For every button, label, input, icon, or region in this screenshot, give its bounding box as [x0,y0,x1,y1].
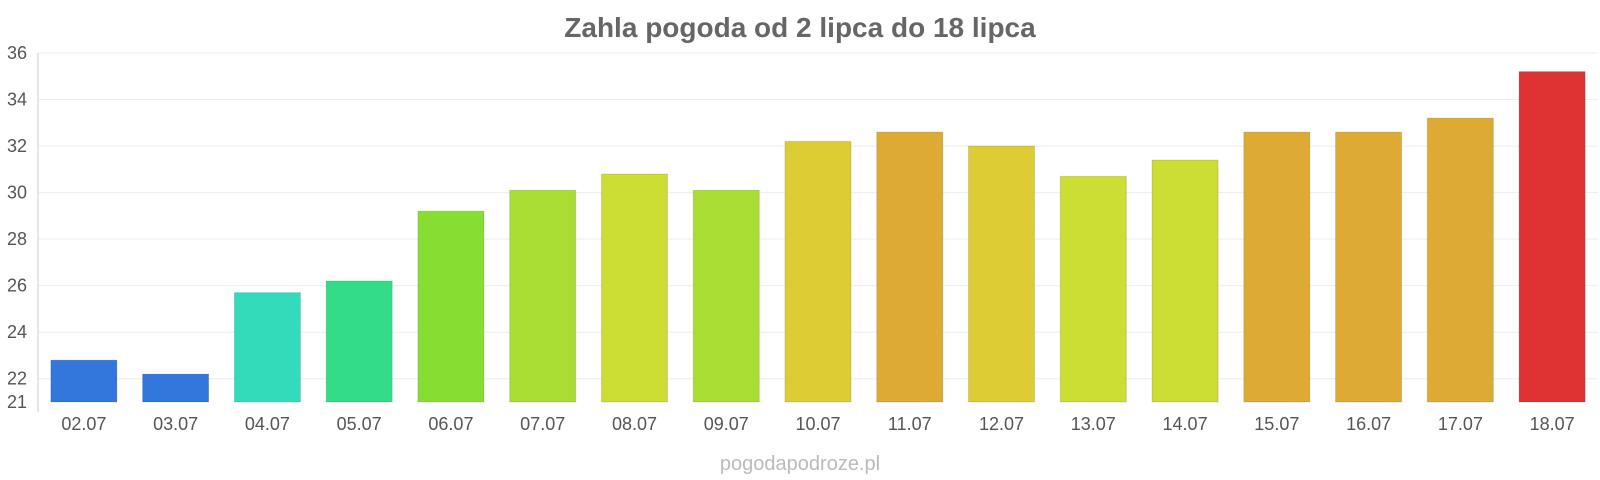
watermark: pogodapodroze.pl [720,453,880,475]
y-tick-label: 22 [7,369,27,389]
y-tick-label: 34 [7,90,27,110]
y-tick-label: 36 [7,43,27,63]
x-tick-label: 03.07 [153,414,198,434]
x-tick-label: 05.07 [337,414,382,434]
bar [509,189,577,403]
chart-title: Zahla pogoda od 2 lipca do 18 lipca [564,12,1036,43]
y-tick-label: 28 [7,229,27,249]
bar [1059,175,1127,403]
x-tick-label: 09.07 [704,414,749,434]
bar [692,189,760,403]
bar [325,280,393,403]
x-tick-label: 11.07 [888,414,932,434]
bar [1518,71,1586,403]
x-tick-label: 17.07 [1438,414,1483,434]
x-tick-label: 12.07 [979,414,1024,434]
x-tick-label: 14.07 [1163,414,1208,434]
bar [1151,159,1219,403]
bar [600,173,669,403]
x-tick-label: 07.07 [520,414,565,434]
x-tick-label: 18.07 [1530,414,1575,434]
x-tick-label: 10.07 [795,414,840,434]
bar [784,140,852,403]
x-tick-label: 15.07 [1254,414,1299,434]
x-tick-label: 02.07 [61,414,106,434]
bar [1426,117,1494,403]
bar [233,292,301,403]
y-tick-label: 21 [7,392,27,412]
y-tick-label: 30 [7,183,27,203]
y-tick-label: 24 [7,322,27,342]
y-tick-label: 32 [7,136,27,156]
x-tick-label: 06.07 [428,414,473,434]
x-tick-labels: 02.07 03.07 04.07 05.07 06.07 07.07 08.07 09.07… [61,414,1574,434]
bar [1243,131,1311,403]
bar [1335,131,1403,403]
x-tick-label: 04.07 [245,414,290,434]
bar [876,131,944,403]
y-tick-label: 26 [7,276,27,296]
y-tick-labels: 21 22 24 26 28 30 32 34 36 [7,43,27,412]
x-tick-label: 13.07 [1071,414,1116,434]
bar [967,145,1036,403]
x-tick-label: 16.07 [1346,414,1391,434]
x-tick-label: 08.07 [612,414,657,434]
bar [50,359,118,403]
bars [50,71,1586,403]
bar [417,210,485,403]
bar [142,373,210,403]
